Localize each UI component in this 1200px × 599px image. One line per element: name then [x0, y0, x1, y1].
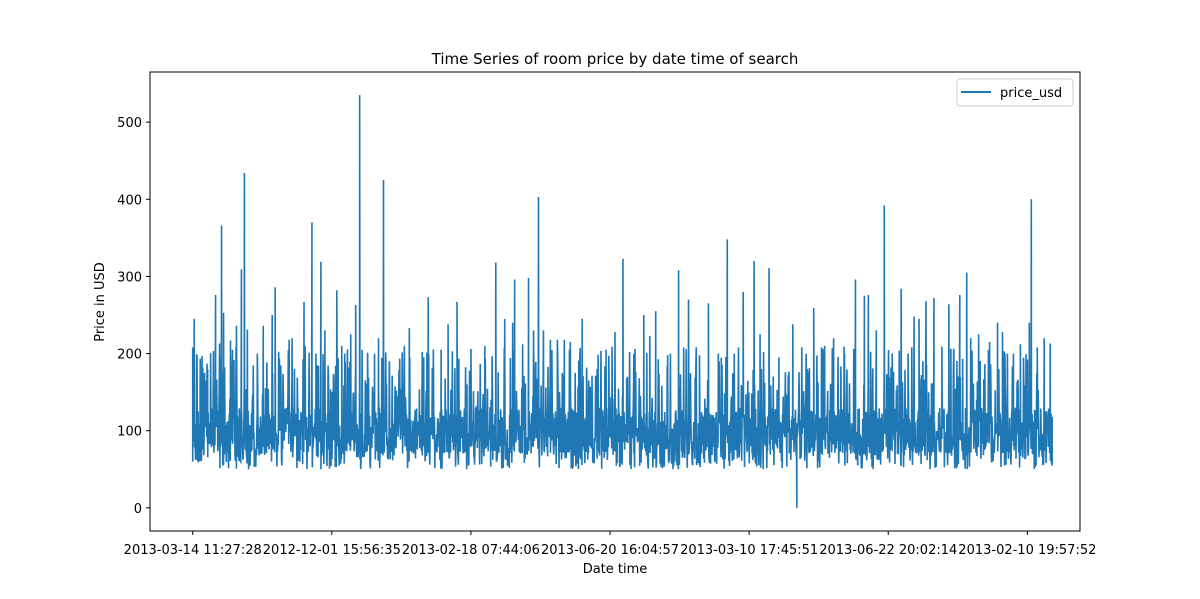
legend: price_usd — [956, 78, 1074, 107]
y-tick-label: 200 — [117, 348, 142, 363]
y-tick-label: 0 — [134, 502, 142, 517]
x-tick-label: 2013-06-22 20:02:14 — [819, 543, 957, 558]
plot-area — [150, 72, 1080, 531]
series-line-price-usd — [191, 95, 1053, 508]
x-tick-label: 2013-06-20 16:04:57 — [541, 543, 679, 558]
x-tick-label: 2013-02-18 07:44:06 — [402, 543, 540, 558]
plot-frame — [149, 71, 1081, 532]
chart-title: Time Series of room price by date time o… — [431, 50, 799, 68]
y-tick-label: 300 — [117, 270, 142, 285]
x-tick-label: 2013-03-10 17:45:51 — [680, 543, 818, 558]
y-tick-label: 100 — [117, 425, 142, 440]
y-axis: 0 100 200 300 400 500 — [117, 116, 150, 517]
x-tick-label: 2013-03-14 11:27:28 — [124, 543, 262, 558]
y-axis-label: Price in USD — [93, 262, 108, 342]
legend-box — [956, 78, 1074, 107]
y-tick-label: 500 — [117, 116, 142, 131]
legend-label-price-usd: price_usd — [1000, 86, 1062, 101]
x-axis: 2013-03-14 11:27:28 2012-12-01 15:56:35 20… — [124, 531, 1096, 558]
x-axis-label: Date time — [583, 562, 648, 577]
series-layer — [191, 95, 1053, 508]
x-tick-label: 2013-02-10 19:57:52 — [958, 543, 1096, 558]
y-tick-label: 400 — [117, 193, 142, 208]
x-tick-label: 2012-12-01 15:56:35 — [263, 543, 401, 558]
